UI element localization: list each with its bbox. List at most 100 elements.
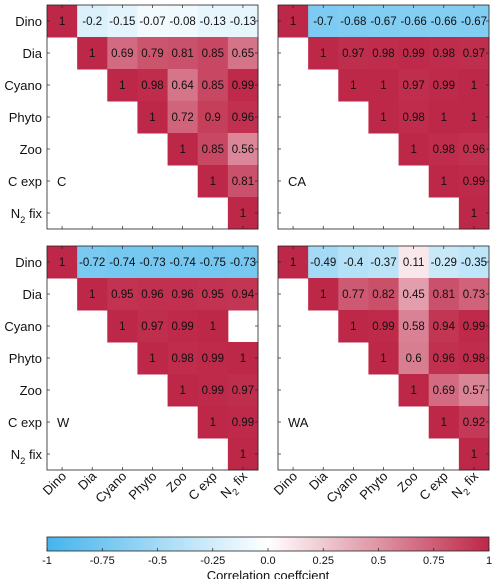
colorbar-tick-label: 1: [486, 555, 492, 567]
cell-value-label: -0.37: [370, 257, 396, 269]
heatmap-cell: [458, 246, 490, 279]
cell-value-label: 1: [380, 112, 386, 124]
cell-value-label: 1: [471, 208, 477, 220]
cell-value-label: -0.67: [370, 16, 396, 28]
heatmap-cell: [398, 278, 430, 311]
colorbar-tick-label: 0.5: [371, 555, 386, 567]
heatmap-cell: [338, 69, 369, 102]
heatmap-cell: [167, 5, 199, 38]
cell-value-label: 0.94: [232, 289, 255, 301]
heatmap-cell: [227, 101, 259, 134]
cell-value-label: 0.99: [232, 417, 254, 429]
cell-value-label: 1: [410, 385, 416, 397]
heatmap-cell: [458, 278, 490, 311]
heatmap-cell: [227, 133, 259, 166]
heatmap-cell: [137, 342, 169, 375]
column-label: Phyto: [126, 469, 160, 503]
cell-value-label: -0.13: [200, 16, 226, 28]
cell-value-label: 1: [240, 449, 246, 461]
heatmap-cell: [137, 278, 169, 311]
heatmap-cell: [338, 246, 369, 279]
heatmap-cell: [368, 278, 400, 311]
heatmap-cell: [227, 278, 259, 311]
heatmap-cell: [227, 342, 259, 375]
column-label: C exp: [416, 469, 451, 504]
heatmap-cell: [428, 406, 460, 439]
heatmap-cell: [107, 278, 138, 311]
cell-value-label: 1: [179, 144, 185, 156]
heatmap-cell: [308, 246, 339, 279]
heatmap-cell: [227, 374, 259, 407]
cell-value-label: -0.75: [200, 257, 226, 269]
column-label: Dino: [271, 469, 301, 499]
heatmap-cell: [428, 101, 460, 134]
column-label: Cyano: [323, 469, 360, 506]
heatmap-cell: [197, 69, 229, 102]
column-label: Phyto: [357, 469, 391, 503]
cell-value-label: 0.97: [342, 48, 364, 60]
heatmap-cell: [368, 342, 400, 375]
column-label: N2 fix: [217, 468, 253, 504]
cell-value-label: 0.85: [202, 80, 224, 92]
cell-value-label: 1: [210, 176, 216, 188]
cell-value-label: -0.35: [461, 257, 487, 269]
cell-value-label: 0.45: [402, 289, 424, 301]
cell-value-label: 1: [59, 257, 65, 269]
heatmap-cell: [137, 37, 169, 70]
heatmap-cell: [368, 101, 400, 134]
column-label: Dino: [40, 469, 70, 499]
cell-value-label: 1: [380, 353, 386, 365]
cell-value-label: 0.97: [463, 48, 485, 60]
cell-value-label: 0.85: [202, 144, 224, 156]
column-label: N2 fix: [448, 468, 484, 504]
cell-value-label: 0.98: [463, 353, 485, 365]
cell-value-label: 0.98: [372, 48, 394, 60]
cell-value-label: -0.7: [313, 16, 333, 28]
cell-value-label: -0.68: [340, 16, 366, 28]
heatmap-cell: [167, 246, 199, 279]
heatmap-cell: [107, 69, 138, 102]
heatmap-cell: [167, 69, 199, 102]
heatmap-panel-ca: 1 -0.7 -0.68 -0.67 -0.66 -0.66 -0.67 1 0.97 0.98 0…: [277, 4, 490, 230]
cell-value-label: 1: [320, 289, 326, 301]
heatmap-cell: [197, 37, 229, 70]
heatmap-cell: [428, 374, 460, 407]
heatmap-cell: [428, 342, 460, 375]
heatmap-cell: [458, 165, 490, 198]
row-label: Dino: [15, 255, 42, 270]
heatmap-cell: [77, 278, 108, 311]
heatmap-cell: [458, 69, 490, 102]
cell-value-label: -0.67: [461, 16, 487, 28]
cell-value-label: 0.99: [202, 385, 224, 397]
cell-value-label: 0.81: [433, 289, 455, 301]
cell-value-label: -0.15: [109, 16, 135, 28]
cell-value-label: 1: [89, 48, 95, 60]
heatmap-cell: [278, 246, 309, 279]
heatmap-cell: [167, 278, 199, 311]
cell-value-label: 0.98: [171, 353, 193, 365]
heatmap-cell: [137, 310, 169, 343]
cell-value-label: 0.98: [433, 48, 455, 60]
colorbar-tick-label: -0.25: [200, 555, 225, 567]
cell-value-label: 0.11: [403, 257, 425, 269]
heatmap-cell: [368, 310, 400, 343]
heatmap-cell: [278, 5, 309, 38]
cell-value-label: 1: [290, 257, 296, 269]
heatmap-panel-w: 1 -0.72 -0.74 -0.73 -0.74 -0.75 -0.731 0.95 0.96…: [4, 245, 259, 506]
cell-value-label: -0.73: [230, 257, 256, 269]
heatmap-cell: [338, 278, 369, 311]
cell-value-label: 0.6: [406, 353, 422, 365]
cell-value-label: 0.73: [463, 289, 485, 301]
heatmap-cell: [107, 37, 138, 70]
cell-value-label: 0.99: [463, 176, 485, 188]
cell-value-label: -0.74: [109, 257, 136, 269]
cell-value-label: 0.99: [402, 48, 424, 60]
cell-value-label: 1: [149, 353, 155, 365]
cell-value-label: 0.96: [433, 353, 455, 365]
colorbar-title: Correlation coeffcient: [207, 568, 330, 579]
cell-value-label: -0.4: [343, 257, 363, 269]
cell-value-label: -0.66: [401, 16, 427, 28]
heatmap-cell: [227, 37, 259, 70]
heatmap-cell: [398, 69, 430, 102]
cell-value-label: 0.69: [111, 48, 133, 60]
